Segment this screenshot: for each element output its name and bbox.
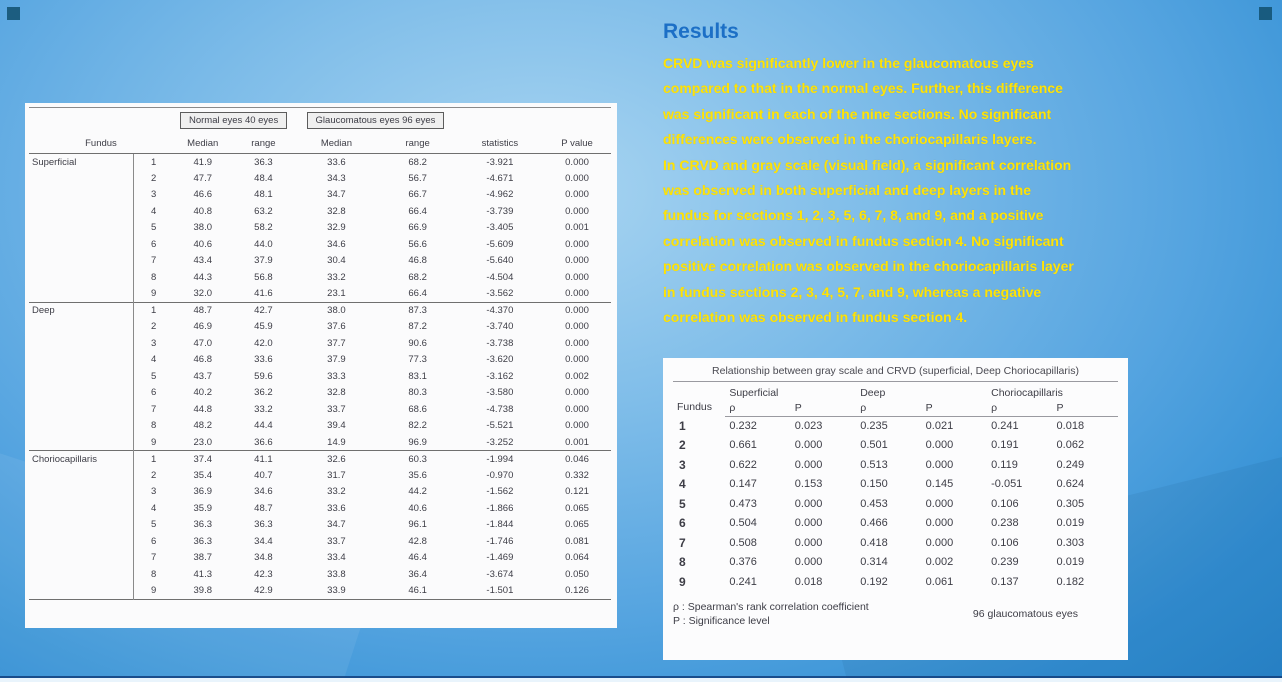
glaucoma-eyes-header: Glaucomatous eyes 96 eyes xyxy=(306,112,445,130)
table-row: 5 43.7 59.6 33.3 83.1 -3.162 0.002 xyxy=(29,368,611,385)
right-table-rows: 1 0.232 0.023 0.235 0.021 0.241 0.018 2 0.661 0.0… xyxy=(673,416,1118,592)
results-body-text: CRVD was significantly lower in the glau… xyxy=(663,55,1074,326)
table-row: 2 46.9 45.9 37.6 87.2 -3.740 0.000 xyxy=(29,318,611,335)
left-table-rows: Superficial 1 41.9 36.3 33.6 68.2 -3.921 0.000 2… xyxy=(29,153,611,599)
table-row: 7 43.4 37.9 30.4 46.8 -5.640 0.000 xyxy=(29,252,611,269)
table-row: 5 38.0 58.2 32.9 66.9 -3.405 0.001 xyxy=(29,219,611,236)
col-p: P xyxy=(790,401,857,417)
group-header-row: Normal eyes 40 eyes Glaucomatous eyes 96… xyxy=(29,108,611,134)
table-row: 4 0.147 0.153 0.150 0.145 -0.051 0.624 xyxy=(679,477,1085,492)
table-row: 3 0.622 0.000 0.513 0.000 0.119 0.249 xyxy=(679,457,1085,472)
results-title: Results xyxy=(663,20,739,43)
correlation-table-title: Relationship between gray scale and CRVD… xyxy=(673,365,1118,382)
table-row: 9 0.241 0.018 0.192 0.061 0.137 0.182 xyxy=(679,574,1085,589)
table-row: 4 46.8 33.6 37.9 77.3 -3.620 0.000 xyxy=(29,351,611,368)
group-superficial: Superficial xyxy=(729,386,779,399)
table-row: 2 47.7 48.4 34.3 56.7 -4.671 0.000 xyxy=(29,170,611,187)
table-row: 6 40.2 36.2 32.8 80.3 -3.580 0.000 xyxy=(29,384,611,401)
col-fundus: Fundus xyxy=(677,401,713,413)
col-range-normal: range xyxy=(232,133,295,154)
table-row: 7 38.7 34.8 33.4 46.4 -1.469 0.064 xyxy=(29,549,611,566)
col-median-glaucoma: Median xyxy=(294,133,379,154)
correlation-table-footer: ρ : Spearman's rank correlation coeffici… xyxy=(673,597,1118,628)
table-row: 3 47.0 42.0 37.7 90.6 -3.738 0.000 xyxy=(29,335,611,352)
comparison-table: Normal eyes 40 eyes Glaucomatous eyes 96… xyxy=(25,103,617,628)
table-row: 4 35.9 48.7 33.6 40.6 -1.866 0.065 xyxy=(29,500,611,517)
correlation-table-grid: Fundus Superficial Deep Choriocapillaris… xyxy=(673,384,1118,592)
table-row: 8 44.3 56.8 33.2 68.2 -4.504 0.000 xyxy=(29,269,611,286)
col-rho: ρ xyxy=(725,401,791,417)
table-row: Superficial 1 41.9 36.3 33.6 68.2 -3.921 0.000 xyxy=(29,153,611,170)
table-row: 8 48.2 44.4 39.4 82.2 -5.521 0.000 xyxy=(29,417,611,434)
table-row: 1 0.232 0.023 0.235 0.021 0.241 0.018 xyxy=(679,418,1085,433)
table-row: 8 0.376 0.000 0.314 0.002 0.239 0.019 xyxy=(679,555,1085,570)
correlation-subheader-row: ρ P ρ P ρ P xyxy=(673,401,1118,417)
table-row: 7 0.508 0.000 0.418 0.000 0.106 0.303 xyxy=(679,535,1085,550)
col-rho: ρ xyxy=(987,401,1053,417)
corner-marker-icon xyxy=(7,7,20,20)
table-row: 4 40.8 63.2 32.8 66.4 -3.739 0.000 xyxy=(29,203,611,220)
col-p: P xyxy=(1052,401,1118,417)
col-statistics: statistics xyxy=(456,133,544,154)
table-row: 5 0.473 0.000 0.453 0.000 0.106 0.305 xyxy=(679,496,1085,511)
normal-eyes-header: Normal eyes 40 eyes xyxy=(179,112,288,130)
table-row: 6 0.504 0.000 0.466 0.000 0.238 0.019 xyxy=(679,516,1085,531)
table-row: 9 32.0 41.6 23.1 66.4 -3.562 0.000 xyxy=(29,285,611,302)
table-row: 6 40.6 44.0 34.6 56.6 -5.609 0.000 xyxy=(29,236,611,253)
table-row: Choriocapillaris 1 37.4 41.1 32.6 60.3 -1.994 0… xyxy=(29,450,611,467)
eyes-note: 96 glaucomatous eyes xyxy=(972,607,1078,620)
footnote-p: P : Significance level xyxy=(673,614,770,627)
table-row: 8 41.3 42.3 33.8 36.4 -3.674 0.050 xyxy=(29,566,611,583)
results-panel: Results CRVD was significantly lower in … xyxy=(663,20,1211,330)
col-range-glaucoma: range xyxy=(378,133,457,154)
table-row: Deep 1 48.7 42.7 38.0 87.3 -4.370 0.000 xyxy=(29,301,611,319)
col-fundus: Fundus xyxy=(29,133,173,154)
bottom-strip xyxy=(0,678,1282,682)
table-row: 2 0.661 0.000 0.501 0.000 0.191 0.062 xyxy=(679,438,1085,453)
table-row: 3 46.6 48.1 34.7 66.7 -4.962 0.000 xyxy=(29,186,611,203)
footnote-rho: ρ : Spearman's rank correlation coeffici… xyxy=(673,600,869,613)
col-p-value: P value xyxy=(543,133,611,154)
column-header-row: Fundus Median range Median range statist… xyxy=(29,133,611,154)
table-row: 5 36.3 36.3 34.7 96.1 -1.844 0.065 xyxy=(29,516,611,533)
corner-marker-icon xyxy=(1259,7,1272,20)
col-median-normal: Median xyxy=(172,133,233,154)
comparison-table-grid: Normal eyes 40 eyes Glaucomatous eyes 96… xyxy=(29,107,611,600)
table-row: 6 36.3 34.4 33.7 42.8 -1.746 0.081 xyxy=(29,533,611,550)
correlation-group-row: Fundus Superficial Deep Choriocapillaris xyxy=(673,384,1118,414)
table-row: 7 44.8 33.2 33.7 68.6 -4.738 0.000 xyxy=(29,401,611,418)
bottom-divider xyxy=(0,676,1282,678)
col-rho: ρ xyxy=(856,401,922,417)
correlation-table: Relationship between gray scale and CRVD… xyxy=(663,358,1128,660)
col-p: P xyxy=(921,401,988,417)
table-row: 9 39.8 42.9 33.9 46.1 -1.501 0.126 xyxy=(29,582,611,599)
table-row: 9 23.0 36.6 14.9 96.9 -3.252 0.001 xyxy=(29,434,611,451)
group-deep: Deep xyxy=(860,386,886,399)
table-row: 2 35.4 40.7 31.7 35.6 -0.970 0.332 xyxy=(29,467,611,484)
group-choriocapillaris: Choriocapillaris xyxy=(991,386,1063,399)
table-row: 3 36.9 34.6 33.2 44.2 -1.562 0.121 xyxy=(29,483,611,500)
